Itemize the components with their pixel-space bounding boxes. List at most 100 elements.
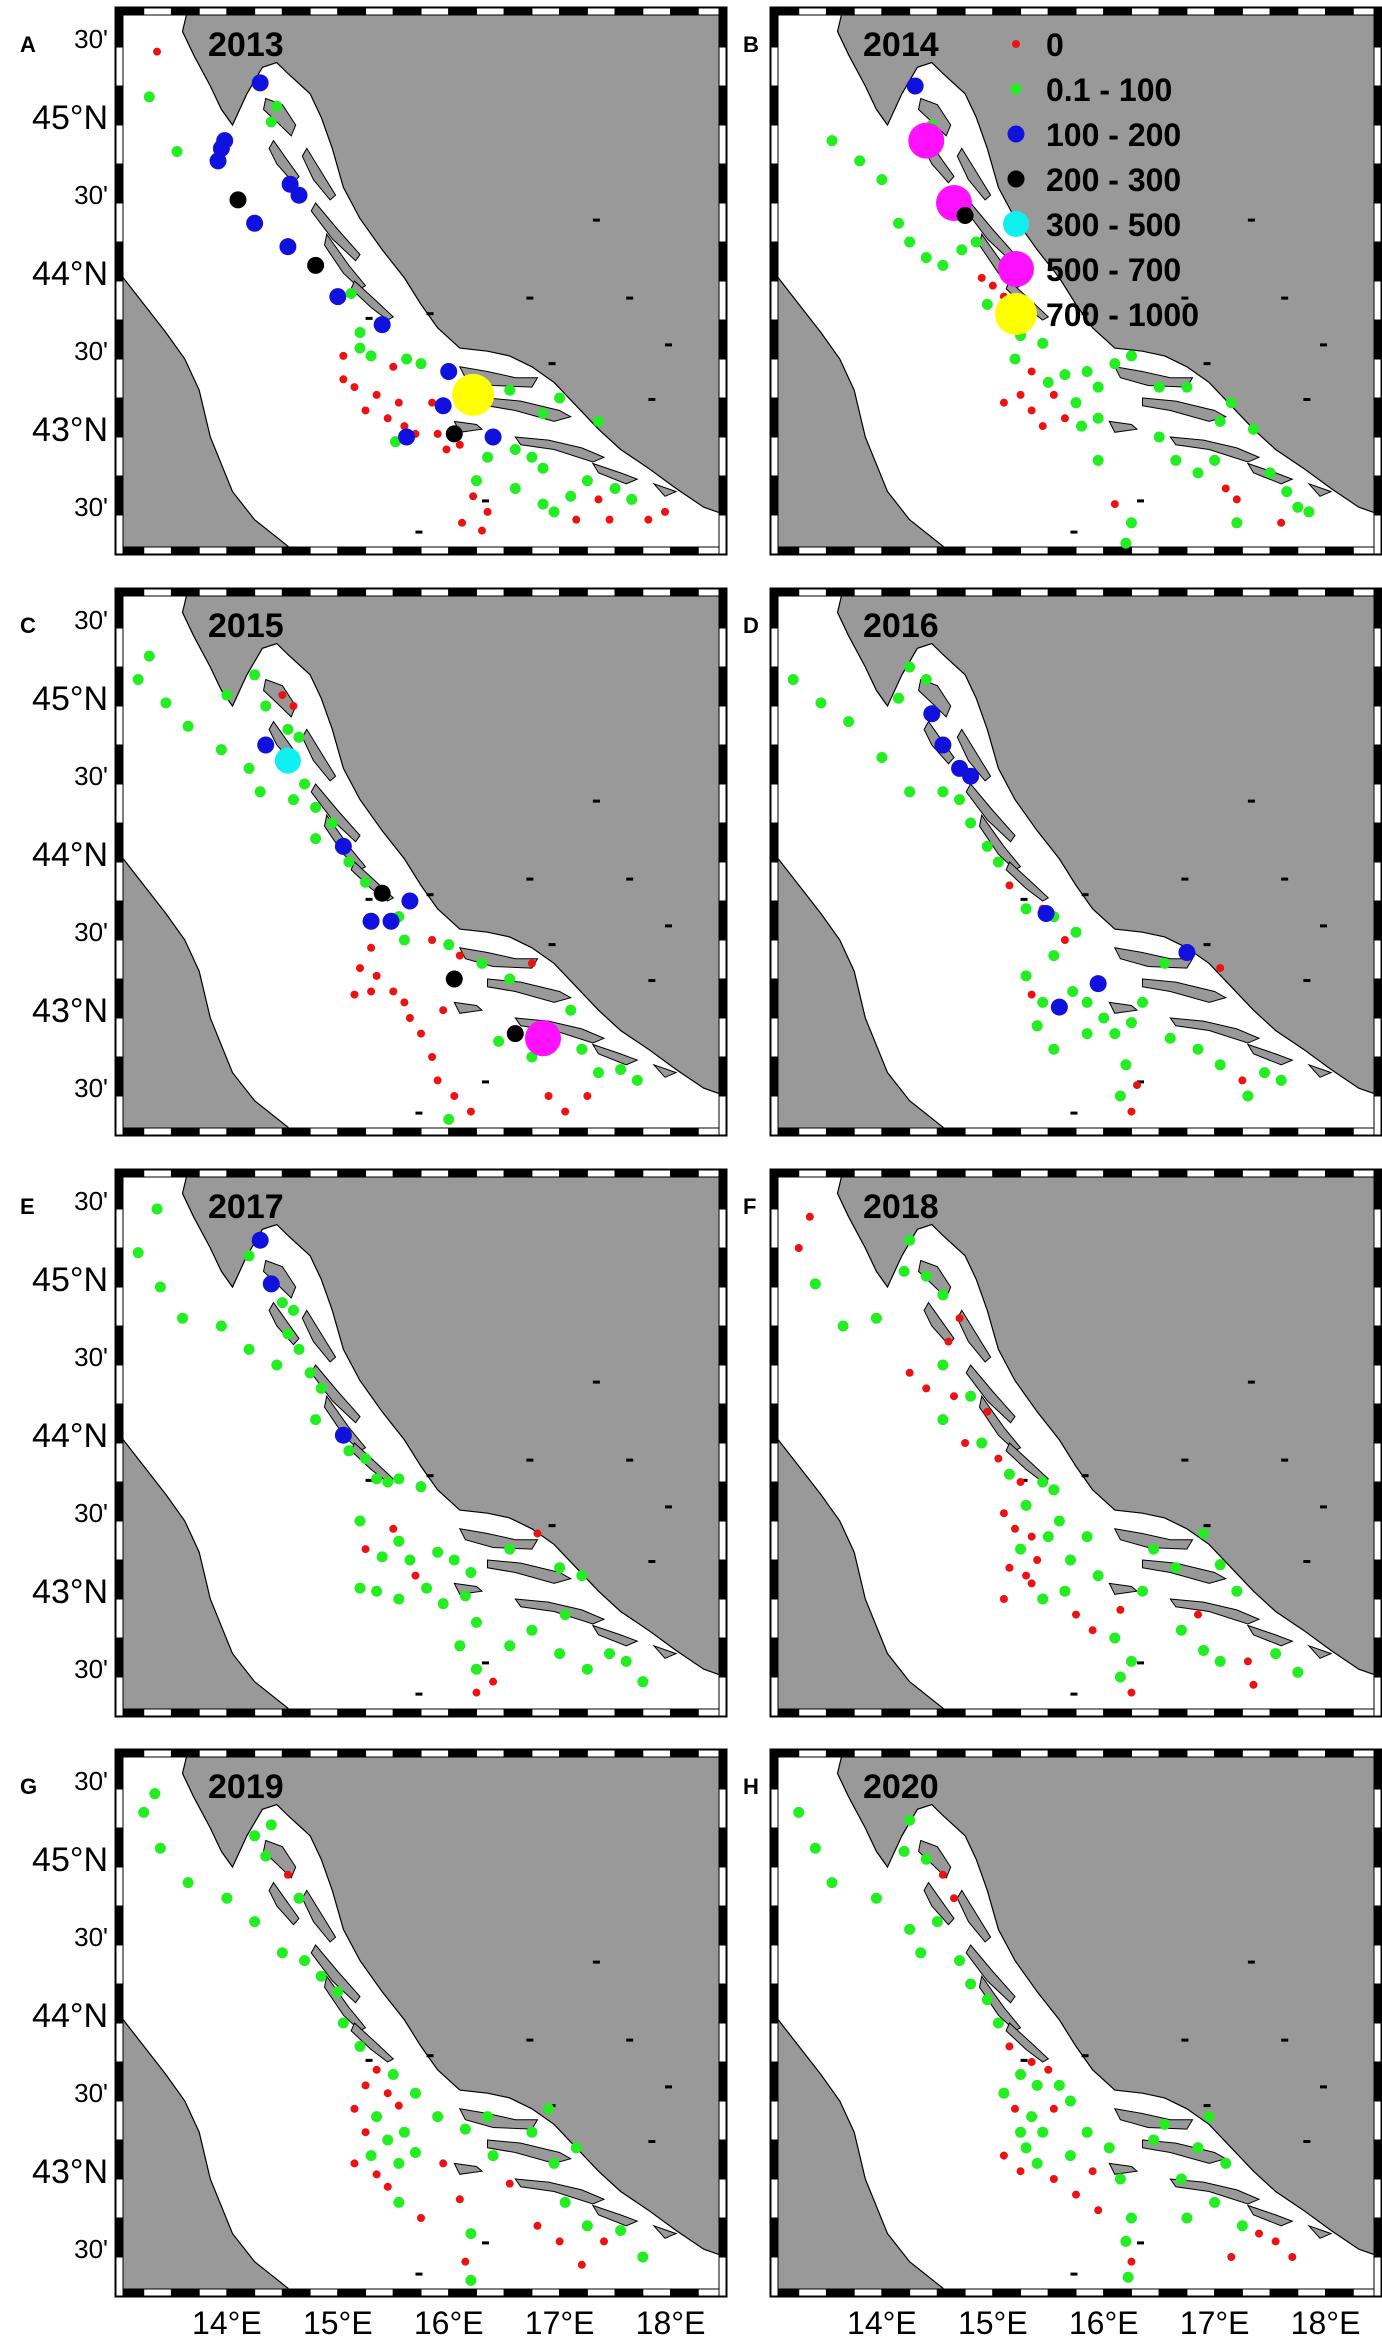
station-marker — [1270, 1648, 1282, 1660]
station-marker — [401, 892, 419, 910]
islet — [1070, 2272, 1078, 2276]
station-marker — [455, 2195, 464, 2204]
station-marker — [1031, 2079, 1043, 2091]
station-marker — [1220, 2157, 1232, 2169]
station-marker — [260, 1850, 272, 1862]
station-marker — [1120, 537, 1132, 549]
station-marker — [478, 526, 486, 535]
island — [591, 2204, 639, 2227]
latitude-label: 30' — [74, 1654, 108, 1684]
longitude-label: 16°E — [1069, 2305, 1139, 2339]
station-marker — [548, 506, 560, 518]
station-marker — [1005, 881, 1014, 890]
station-marker — [1170, 454, 1182, 466]
station-marker — [826, 1877, 838, 1889]
station-marker — [1192, 467, 1204, 479]
station-marker — [362, 912, 380, 930]
islet — [665, 924, 672, 928]
station-marker — [1042, 376, 1054, 388]
islet — [1137, 499, 1144, 503]
station-marker — [1050, 998, 1068, 1016]
station-marker — [365, 2150, 377, 2162]
station-marker — [398, 2126, 410, 2138]
station-marker — [361, 2081, 370, 2090]
station-marker — [1148, 1543, 1160, 1555]
station-marker — [249, 669, 261, 681]
island — [652, 2224, 678, 2239]
croatia-coastline — [836, 1170, 1381, 1678]
station-marker — [282, 723, 294, 735]
station-marker — [361, 2128, 370, 2137]
station-marker — [354, 1515, 366, 1527]
station-marker — [1232, 495, 1241, 504]
station-marker — [1049, 2104, 1058, 2113]
legend-label: 300 - 500 — [1046, 207, 1181, 243]
island — [453, 1001, 484, 1014]
station-marker — [1238, 1076, 1247, 1085]
islet — [592, 1380, 600, 1384]
station-marker — [337, 2017, 349, 2029]
station-marker — [1081, 996, 1093, 1008]
station-marker — [160, 697, 172, 709]
station-marker — [154, 1281, 166, 1293]
station-marker — [487, 2150, 499, 2162]
station-marker — [1060, 936, 1069, 944]
station-marker — [961, 1439, 970, 1447]
islet — [548, 362, 556, 366]
station-marker — [398, 934, 410, 946]
panel-year: 2013 — [208, 26, 284, 64]
latitude-label: 30' — [74, 336, 108, 366]
station-marker — [1303, 506, 1315, 518]
station-marker — [405, 1014, 414, 1022]
station-marker — [329, 288, 347, 306]
station-marker — [455, 440, 464, 449]
station-marker — [854, 155, 866, 167]
station-marker — [1247, 423, 1259, 435]
latitude-label: 45°N — [32, 1841, 108, 1879]
station-marker — [837, 1320, 849, 1332]
island — [917, 97, 952, 137]
station-marker — [445, 425, 463, 443]
station-marker — [433, 1076, 442, 1085]
station-marker — [415, 358, 427, 370]
station-marker — [981, 1994, 993, 2006]
island — [514, 436, 606, 463]
latitude-label: 30' — [74, 761, 108, 791]
station-marker — [1027, 406, 1036, 415]
station-marker — [504, 1640, 516, 1652]
station-marker — [876, 174, 888, 186]
longitude-label: 14°E — [847, 2305, 917, 2339]
station-marker — [1275, 1074, 1287, 1086]
station-marker — [1125, 1017, 1137, 1029]
station-marker — [389, 987, 398, 996]
station-marker — [315, 1382, 327, 1394]
islet — [1303, 979, 1311, 982]
croatia-coastline — [836, 8, 1381, 516]
station-marker — [1178, 943, 1196, 961]
station-marker — [1020, 1499, 1032, 1511]
station-marker — [400, 998, 409, 1007]
station-marker — [299, 1955, 311, 1967]
station-marker — [1125, 1655, 1137, 1667]
station-marker — [389, 1524, 398, 1533]
island — [1307, 482, 1333, 497]
islet — [1203, 943, 1211, 947]
station-marker — [493, 1035, 505, 1047]
islet — [1181, 1458, 1189, 1462]
latitude-label: 30' — [74, 1922, 108, 1952]
latitude-label: 44°N — [32, 255, 108, 293]
islet — [626, 877, 634, 881]
station-marker — [389, 436, 401, 448]
station-marker — [439, 1006, 448, 1015]
station-marker — [1109, 1632, 1121, 1644]
station-marker — [411, 1571, 420, 1580]
islet — [1020, 897, 1028, 901]
island — [917, 1839, 952, 1879]
station-marker — [1081, 1028, 1093, 1040]
station-marker — [1031, 2157, 1043, 2169]
station-marker — [437, 1598, 449, 1610]
station-marker — [1236, 2220, 1248, 2232]
station-marker — [1127, 2257, 1136, 2266]
panel-letter: B — [743, 32, 759, 57]
station-marker — [307, 256, 325, 274]
